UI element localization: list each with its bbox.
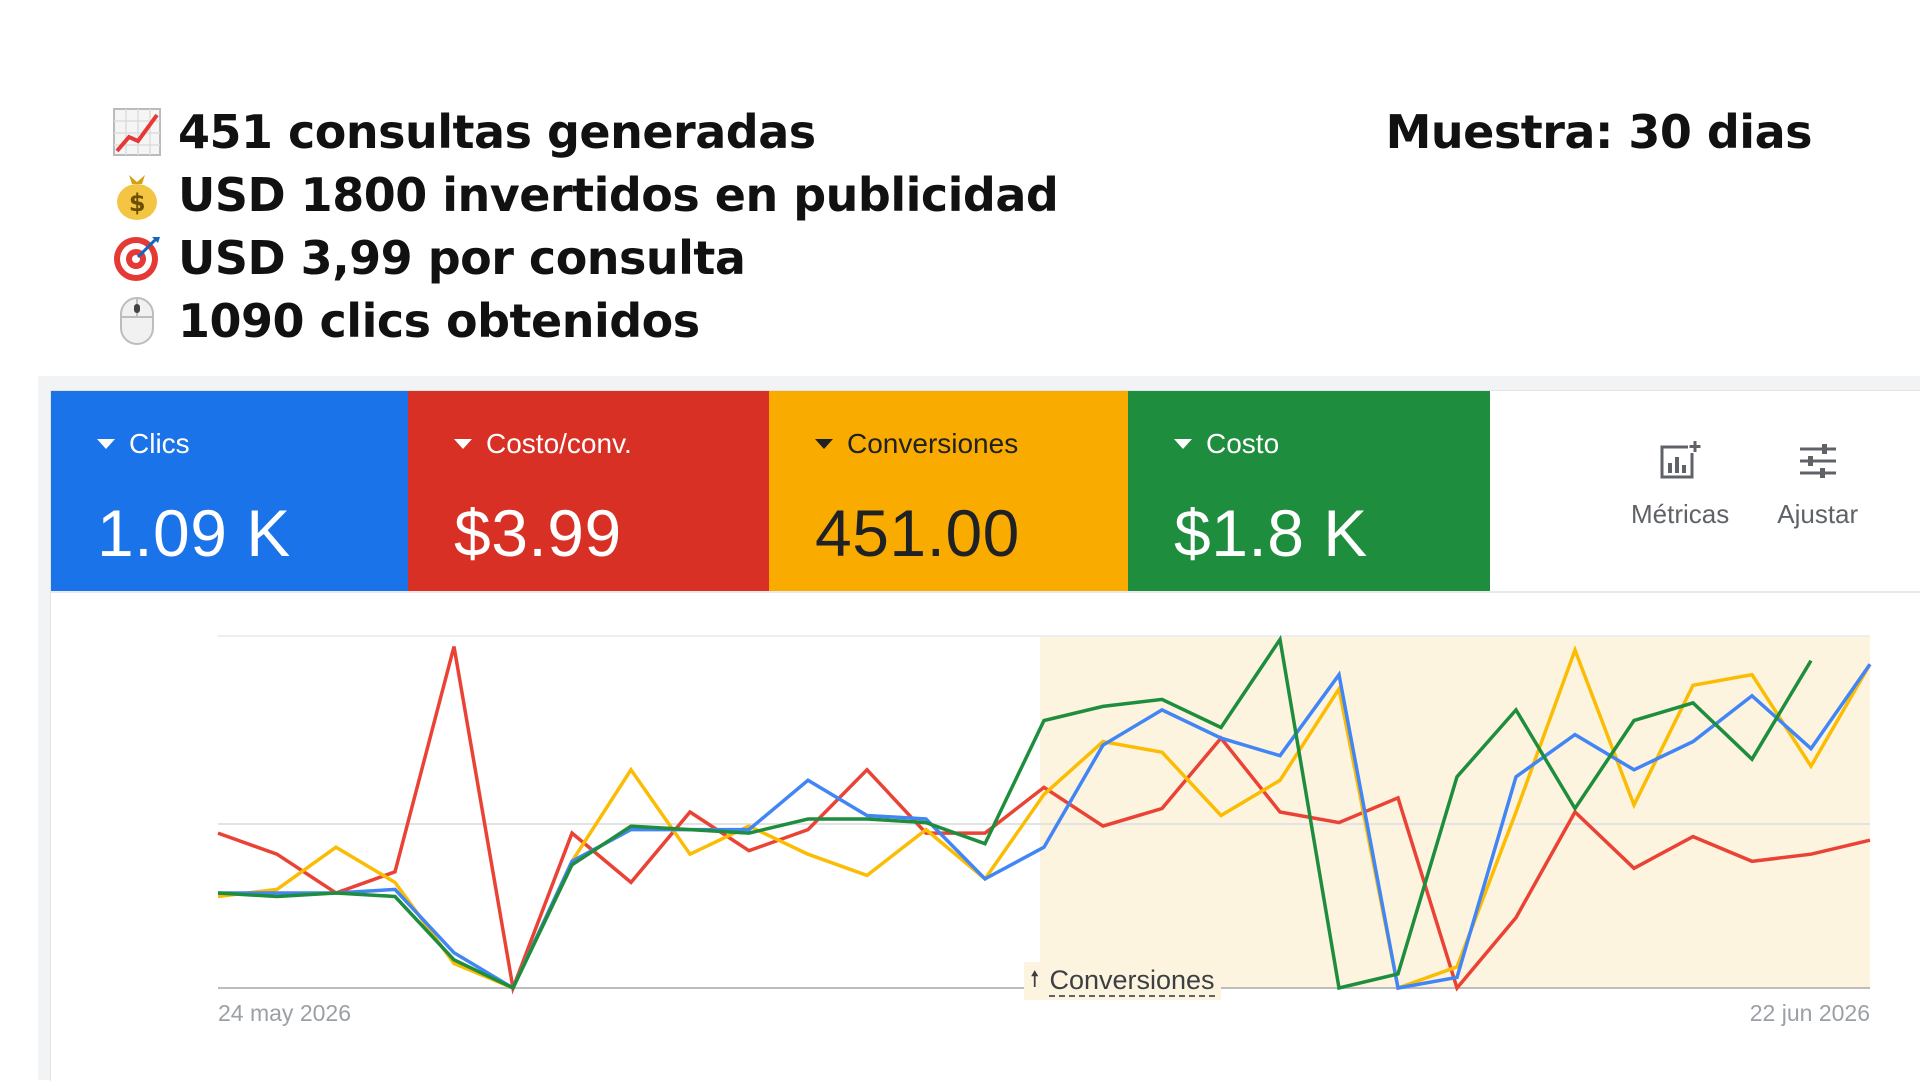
chart-increasing-icon — [108, 105, 166, 159]
metrics-label: Métricas — [1631, 499, 1730, 529]
stat-text: 451 consultas generadas — [178, 104, 816, 159]
caret-down-icon — [454, 439, 472, 449]
stat-consultas: 451 consultas generadas — [108, 100, 1058, 163]
metric-value: $3.99 — [454, 496, 622, 570]
stat-inversion: $ USD 1800 invertidos en publicidad — [108, 163, 1059, 226]
x-axis-start-label: 24 may 2026 — [218, 1000, 351, 1026]
metric-tile-costo[interactable]: Costo $1.8 K — [1128, 391, 1490, 591]
annotation-label: Conversiones — [1049, 965, 1215, 997]
metric-value: $1.8 K — [1174, 496, 1368, 570]
svg-text:$: $ — [129, 189, 145, 217]
caret-down-icon — [97, 439, 115, 449]
target-icon — [108, 231, 166, 285]
add-chart-icon — [1656, 437, 1704, 485]
series-line-clics — [218, 663, 1872, 991]
tiles-divider — [51, 591, 1920, 593]
adjust-button[interactable]: Ajustar — [1777, 437, 1858, 530]
conversions-annotation[interactable]: 🠕 Conversiones — [1024, 962, 1221, 1000]
stat-text: USD 1800 invertidos en publicidad — [178, 167, 1059, 222]
caret-down-icon — [1174, 439, 1192, 449]
stat-costo-consulta: USD 3,99 por consulta — [108, 226, 1058, 289]
metric-label: Conversiones — [847, 428, 1019, 459]
caret-down-icon — [815, 439, 833, 449]
metric-tiles: Clics 1.09 K Costo/conv. $3.99 Conversio… — [51, 391, 1490, 591]
metric-label: Clics — [129, 428, 190, 459]
metrics-button[interactable]: Métricas — [1631, 437, 1729, 530]
arrow-up-icon: 🠕 — [1030, 966, 1040, 991]
metric-tile-costo-conv[interactable]: Costo/conv. $3.99 — [408, 391, 769, 591]
series-line-costo-conv- — [217, 646, 1871, 995]
money-bag-icon: $ — [108, 168, 166, 222]
metric-tile-clics[interactable]: Clics 1.09 K — [51, 391, 408, 591]
mouse-icon — [108, 294, 166, 348]
stat-text: 1090 clics obtenidos — [178, 293, 700, 348]
metric-tile-conversiones[interactable]: Conversiones 451.00 — [769, 391, 1128, 591]
metric-label: Costo/conv. — [486, 428, 632, 459]
x-axis-end-label: 22 jun 2026 — [1749, 1000, 1870, 1026]
series-line-costo — [217, 634, 1813, 991]
highlight-range — [1040, 636, 1870, 988]
stat-clics: 1090 clics obtenidos — [108, 289, 1058, 352]
chart-tools: Métricas Ajustar — [1631, 437, 1858, 530]
metric-label: Costo — [1206, 428, 1280, 459]
adjust-label: Ajustar — [1777, 499, 1859, 529]
metric-value: 451.00 — [815, 496, 1020, 570]
summary-stats: 451 consultas generadas $ USD 1800 inver… — [108, 100, 1059, 352]
stat-text: USD 3,99 por consulta — [178, 230, 746, 285]
sample-period: Muestra: 30 dias — [1385, 104, 1813, 159]
tune-icon — [1794, 437, 1842, 485]
metric-value: 1.09 K — [97, 496, 291, 570]
